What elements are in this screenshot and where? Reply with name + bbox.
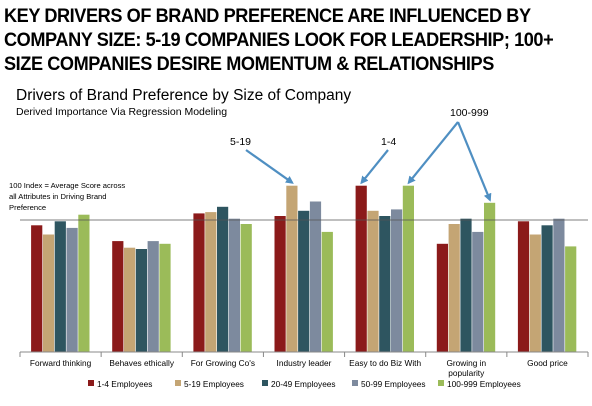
annotation-100-999: 100-999 [450,107,489,119]
annotation-arrow-100-999 [456,121,492,202]
bar-behaves-ethically-20-49-employees [135,249,147,352]
bar-behaves-ethically-5-19-employees [124,247,136,352]
legend-item-20-49-employees: 20-49 Employees [262,379,336,389]
bar-for-growing-co-s-100-999-employees [240,224,252,352]
headline: KEY DRIVERS OF BRAND PREFERENCE ARE INFL… [4,4,554,76]
legend-item-1-4-employees: 1-4 Employees [88,379,152,389]
category-label-industry-leader: Industry leader [277,358,332,368]
annotation-arrow-100-999 [407,121,459,185]
bar-good-price-20-49-employees [541,225,553,352]
bar-for-growing-co-s-1-4-employees [193,213,205,352]
bar-forward-thinking-100-999-employees [78,214,90,352]
bar-behaves-ethically-100-999-employees [159,243,171,352]
legend-label: 50-99 Employees [361,379,426,389]
chart-title: Drivers of Brand Preference by Size of C… [16,87,352,104]
bar-industry-leader-5-19-employees [286,185,298,352]
bar-easy-to-do-biz-with-50-99-employees [391,209,403,352]
category-label-easy-to-do-biz-with: Easy to do Biz With [349,358,421,368]
legend-swatch [175,380,181,386]
bar-industry-leader-100-999-employees [321,231,333,352]
category-label-behaves-ethically: Behaves ethically [109,358,174,368]
bar-easy-to-do-biz-with-100-999-employees [402,185,414,352]
bar-growing-in-popularity-50-99-employees [472,231,484,352]
legend-label: 1-4 Employees [97,379,152,389]
bar-good-price-100-999-employees [565,246,577,352]
headline-line-2: COMPANY SIZE: 5-19 COMPANIES LOOK FOR LE… [4,29,554,51]
legend-item-5-19-employees: 5-19 Employees [175,379,244,389]
annotation-arrow-5-19 [245,149,294,184]
bar-for-growing-co-s-20-49-employees [217,206,229,352]
legend-item-100-999-employees: 100-999 Employees [438,379,521,389]
annotation-arrow-1-4 [360,149,389,185]
bar-growing-in-popularity-100-999-employees [484,202,496,352]
annotation-1-4: 1-4 [381,136,396,148]
legend-swatch [262,380,268,386]
legend-label: 5-19 Employees [184,379,244,389]
headline-line-3: SIZE COMPANIES DESIRE MOMENTUM & RELATIO… [4,53,494,75]
legend-label: 100-999 Employees [447,379,521,389]
bar-growing-in-popularity-1-4-employees [436,243,448,352]
category-label-good-price: Good price [527,358,568,368]
bar-forward-thinking-5-19-employees [42,234,55,352]
bar-forward-thinking-1-4-employees [31,225,43,352]
bar-easy-to-do-biz-with-1-4-employees [355,185,367,352]
bar-growing-in-popularity-5-19-employees [448,224,460,352]
bar-good-price-50-99-employees [553,218,565,352]
bar-for-growing-co-s-50-99-employees [228,218,240,352]
legend-swatch [352,380,358,386]
legend-swatch [438,380,444,386]
index-note: 100 Index = Average Score across all Att… [9,181,126,212]
bar-forward-thinking-50-99-employees [66,227,78,352]
bar-behaves-ethically-1-4-employees [112,241,124,352]
category-label-growing-in-popularity: Growing in popularity [446,358,486,378]
legend-swatch [88,380,94,386]
annotation-5-19: 5-19 [230,136,251,148]
bar-good-price-1-4-employees [517,221,530,352]
bar-behaves-ethically-50-99-employees [147,241,159,352]
category-label-for-growing-co-s: For Growing Co's [191,358,255,368]
bar-good-price-5-19-employees [529,234,541,352]
bar-forward-thinking-20-49-employees [54,221,66,352]
headline-line-1: KEY DRIVERS OF BRAND PREFERENCE ARE INFL… [4,5,531,27]
bar-industry-leader-20-49-employees [298,210,310,352]
bar-easy-to-do-biz-with-5-19-employees [367,210,379,352]
category-label-forward-thinking: Forward thinking [30,358,92,368]
bar-easy-to-do-biz-with-20-49-employees [379,216,391,352]
bar-industry-leader-1-4-employees [274,216,286,352]
bar-for-growing-co-s-5-19-employees [205,212,217,352]
legend-label: 20-49 Employees [271,379,336,389]
legend-item-50-99-employees: 50-99 Employees [352,379,426,389]
bar-growing-in-popularity-20-49-employees [460,218,472,352]
bar-industry-leader-50-99-employees [309,201,322,352]
chart-subtitle: Derived Importance Via Regression Modeli… [16,106,228,118]
